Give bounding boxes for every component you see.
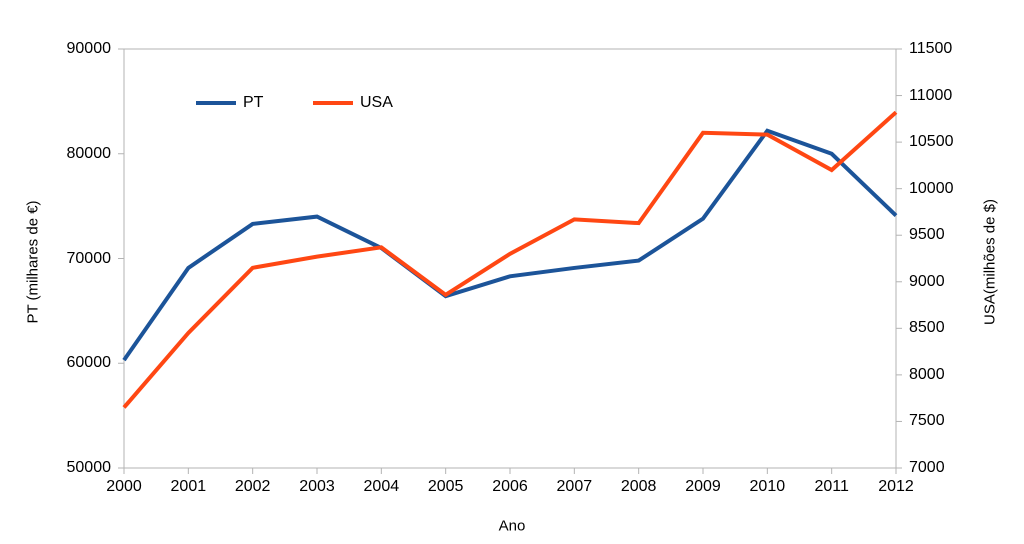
x-axis-tick-label: 2005	[427, 478, 464, 495]
x-axis-tick-label: 2003	[299, 478, 335, 495]
right-axis-tick-label: 7500	[909, 412, 945, 430]
right-axis-tick-label: 8500	[909, 319, 945, 337]
right-axis-tick-label: 7000	[909, 459, 945, 476]
pt-series-line	[122, 128, 898, 362]
right-axis-tick-label: 11000	[909, 86, 953, 104]
x-axis-tick-label: 2008	[620, 478, 657, 495]
left-axis-tick-label: 50000	[66, 459, 112, 476]
x-axis-tick-label: 2006	[492, 478, 528, 495]
pt-legend-line-swatch	[196, 101, 236, 105]
pt-legend-label: PT	[243, 94, 264, 111]
x-axis-tick-label: 2010	[749, 478, 786, 495]
right-axis-tick-label: 11500	[909, 40, 953, 57]
x-axis-tick-label: 2002	[234, 478, 271, 495]
left-axis-tick-label: 80000	[66, 144, 112, 162]
legend-item-usa: USA	[313, 94, 393, 112]
left-axis-tick-label: 90000	[66, 40, 112, 57]
x-axis-title: Ano	[498, 517, 526, 535]
left-axis-tick-label: 60000	[66, 354, 112, 372]
right-axis-tick-label: 10000	[909, 179, 954, 197]
right-axis-tick-label: 8000	[909, 365, 945, 383]
x-axis-tick-label: 2004	[363, 478, 400, 495]
right-axis-tick-label: 9000	[909, 272, 945, 290]
x-axis-tick-label: 2012	[878, 478, 914, 495]
usa-legend-label: USA	[360, 94, 393, 111]
x-axis-tick-label: 2009	[685, 478, 721, 495]
left-axis-tick-label: 70000	[66, 249, 112, 267]
x-axis-tick-label: 2001	[170, 478, 207, 495]
right-axis-tick-label: 10500	[909, 133, 954, 151]
usa-series-line	[122, 110, 898, 409]
legend-item-pt: PT	[196, 94, 263, 112]
x-axis-tick-label: 2007	[556, 478, 593, 495]
x-axis-tick-label: 2011	[814, 478, 849, 495]
right-axis-tick-label: 9500	[909, 226, 945, 244]
right-axis-title: USA(milhões de $)	[981, 199, 999, 325]
usa-legend-line-swatch	[313, 101, 353, 105]
left-axis-title: PT (milhares de €)	[24, 200, 42, 324]
x-axis-tick-label: 2000	[106, 478, 142, 495]
